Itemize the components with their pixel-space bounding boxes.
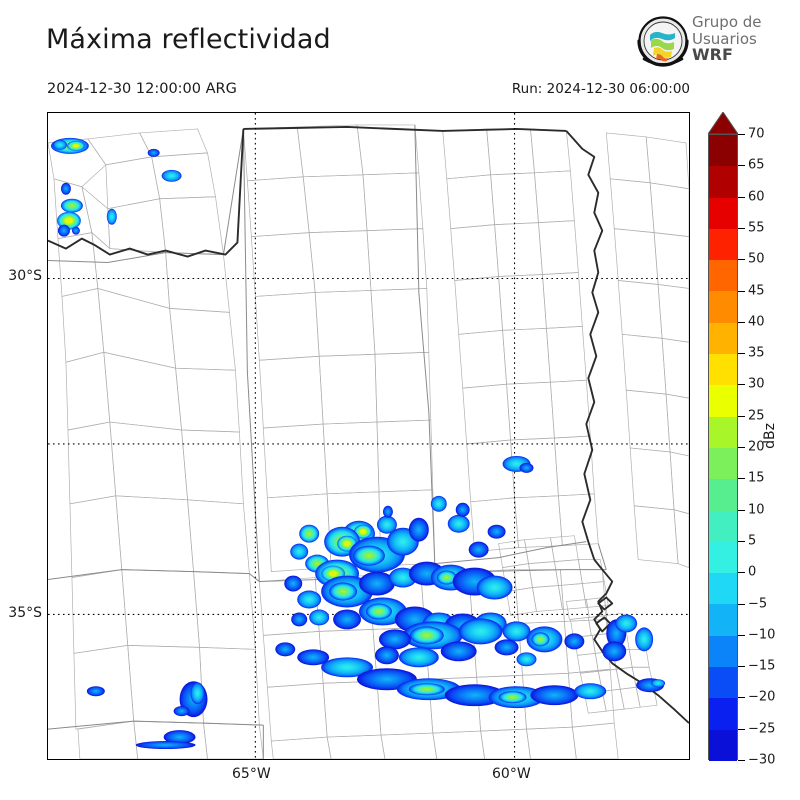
colorbar-tick-mark <box>738 603 745 605</box>
reflectivity-field <box>50 137 666 750</box>
colorbar-band <box>709 604 737 636</box>
colorbar-tick-label: 40 <box>748 314 765 330</box>
map-canvas <box>48 113 689 759</box>
y-tick-label-30s: 30°S <box>8 268 42 284</box>
colorbar-band <box>709 479 737 511</box>
colorbar-tick-label: 5 <box>748 533 757 549</box>
colorbar-tick-label: 15 <box>748 470 765 486</box>
colorbar-tick-label: 10 <box>748 502 765 518</box>
colorbar-band <box>709 197 737 229</box>
colorbar-tick-mark <box>738 728 745 730</box>
colorbar-max-extend-arrow <box>708 112 738 134</box>
colorbar-band <box>709 698 737 730</box>
colorbar-band <box>709 635 737 668</box>
colorbar-tick-mark <box>738 415 745 417</box>
colorbar-tick-label: −20 <box>748 689 776 705</box>
colorbar-band <box>709 416 737 448</box>
colorbar-band <box>709 447 737 480</box>
colorbar-band <box>709 291 737 323</box>
colorbar-band <box>709 322 737 355</box>
logo-line-2: Usuarios <box>692 29 757 48</box>
colorbar-tick-label: 50 <box>748 251 765 267</box>
wrf-user-group-logo: Grupo de Usuarios WRF <box>636 14 794 76</box>
logo-line-1: Grupo de <box>692 13 762 31</box>
colorbar-tick-label: 30 <box>748 376 765 392</box>
colorbar-band <box>709 260 737 292</box>
colorbar-tick-mark <box>738 666 745 668</box>
colorbar-tick-mark <box>738 509 745 511</box>
logo-text-block: Grupo de Usuarios WRF <box>692 14 792 64</box>
reflectivity-cluster-northwest <box>50 137 182 237</box>
globe-emblem-icon <box>637 16 689 67</box>
colorbar-band <box>709 541 737 574</box>
colorbar-band <box>709 135 737 167</box>
colorbar-tick-label: 55 <box>748 220 765 236</box>
reflectivity-cluster-southeast <box>275 614 666 709</box>
colorbar-band <box>709 354 737 386</box>
colorbar-tick-label: 45 <box>748 283 765 298</box>
x-tick-label-60w: 60°W <box>492 766 531 782</box>
page-title: Máxima reflectividad <box>46 24 331 55</box>
colorbar-tick-mark <box>738 227 745 229</box>
colorbar-tick-label: 35 <box>748 345 765 361</box>
colorbar-ticks: 70 65 60 55 50 45 40 35 30 25 20 15 10 5 0 −5 −10 −15 −20−… <box>738 127 792 768</box>
colorbar-band <box>709 510 737 542</box>
colorbar-tick-label: 0 <box>748 564 757 580</box>
colorbar-tick-mark <box>738 572 745 574</box>
colorbar-band <box>709 228 737 261</box>
y-tick-label-35s: 35°S <box>8 605 42 621</box>
colorbar-tick-mark <box>738 634 745 636</box>
colorbar-tick-mark <box>738 697 745 699</box>
colorbar-tick-mark <box>738 321 745 323</box>
colorbar-tick-mark <box>738 540 745 542</box>
colorbar-tick-mark <box>738 760 745 761</box>
colorbar-tick-mark <box>738 259 745 261</box>
colorbar-tick-mark <box>738 384 745 386</box>
colorbar-tick-label: 60 <box>748 189 765 205</box>
valid-time-label: 2024-12-30 12:00:00 ARG <box>47 81 237 97</box>
colorbar-tick-label: −15 <box>748 658 776 674</box>
colorbar-tick-label: −10 <box>748 627 776 643</box>
international-borders <box>48 126 689 724</box>
x-tick-label-65w: 65°W <box>232 766 271 782</box>
colorbar-gradient <box>708 134 738 761</box>
colorbar-tick-label: 25 <box>748 408 765 424</box>
map-plot-area <box>47 112 690 760</box>
colorbar-tick-label: 65 <box>748 157 765 173</box>
colorbar-band <box>709 385 737 417</box>
colorbar-band <box>709 573 737 605</box>
colorbar-tick-mark <box>738 447 745 448</box>
colorbar: 70 65 60 55 50 45 40 35 30 25 20 15 10 5 0 −5 −10 −15 −20−… <box>708 112 792 768</box>
colorbar-tick-label: 70 <box>748 126 765 142</box>
colorbar-band <box>709 667 737 699</box>
colorbar-tick-mark <box>738 196 745 198</box>
province-boundaries <box>48 124 607 759</box>
colorbar-tick-label: −25 <box>748 721 776 737</box>
colorbar-tick-mark <box>738 290 745 292</box>
colorbar-tick-label: −30 <box>748 752 776 768</box>
colorbar-tick-mark <box>738 134 745 135</box>
colorbar-band <box>709 729 737 761</box>
colorbar-tick-label: 20 <box>748 439 765 455</box>
colorbar-band <box>709 166 737 198</box>
colorbar-axis-label: dBz <box>762 423 778 449</box>
reflectivity-cluster-main <box>284 455 534 638</box>
colorbar-tick-label: −5 <box>748 596 768 611</box>
reflectivity-cluster-south <box>86 681 208 750</box>
colorbar-tick-mark <box>738 478 745 480</box>
colorbar-tick-mark <box>738 353 745 355</box>
logo-line-3: WRF <box>692 45 733 64</box>
colorbar-tick-mark <box>738 165 745 167</box>
run-time-label: Run: 2024-12-30 06:00:00 <box>511 81 690 97</box>
